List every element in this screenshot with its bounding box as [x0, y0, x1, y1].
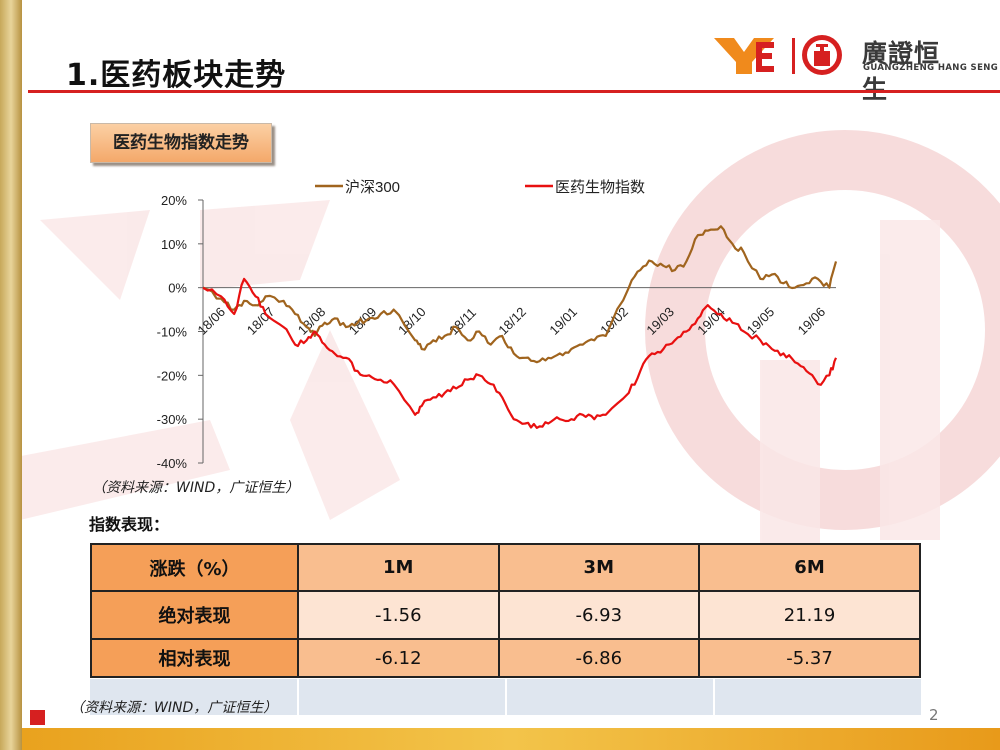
- table-row: 绝对表现 -1.56 -6.93 21.19: [90, 590, 921, 640]
- table-cell: -6.93: [497, 590, 701, 640]
- x-tick-label: 19/01: [546, 304, 580, 338]
- company-logo: 廣證恒生 GUANGZHENG HANG SENG: [712, 32, 998, 104]
- table-empty-row-divider: [505, 679, 507, 715]
- table-header-cell: 1M: [297, 543, 500, 592]
- footer-red-square: [30, 710, 45, 725]
- table-cell: -6.86: [497, 638, 701, 678]
- table-cell: -6.12: [297, 638, 500, 678]
- table-row-label: 绝对表现: [90, 590, 299, 640]
- table-cell: 21.19: [698, 590, 921, 640]
- table-row: 相对表现 -6.12 -6.86 -5.37: [90, 638, 921, 678]
- table-cell: -1.56: [297, 590, 500, 640]
- y-tick-label: -40%: [157, 456, 188, 471]
- table-empty-row-divider: [297, 679, 299, 715]
- y-tick-label: 10%: [161, 237, 187, 252]
- x-tick-label: 19/02: [597, 304, 631, 338]
- table-header-cell: 涨跌（%）: [90, 543, 299, 592]
- x-tick-label: 19/05: [744, 304, 778, 338]
- table-row-label: 相对表现: [90, 638, 299, 678]
- series-line-pharma: [202, 277, 838, 429]
- footer-bar: [22, 728, 1000, 750]
- page-number: 2: [929, 706, 939, 724]
- table-empty-row-divider: [713, 679, 715, 715]
- table-source-note: （资料来源：WIND，广证恒生）: [70, 700, 278, 716]
- x-tick-label: 18/12: [495, 304, 529, 338]
- performance-table: 涨跌（%） 1M 3M 6M 绝对表现 -1.56 -6.93 21.19 相对…: [90, 543, 921, 678]
- table-header-cell: 3M: [497, 543, 701, 592]
- legend-label: 沪深300: [345, 179, 400, 196]
- table-header-cell: 6M: [698, 543, 921, 592]
- y-tick-label: 0%: [168, 281, 187, 296]
- y-tick-label: -30%: [157, 412, 188, 427]
- title-underline: [28, 90, 1000, 93]
- y-tick-label: -20%: [157, 368, 188, 383]
- y-tick-label: 20%: [161, 193, 187, 208]
- table-cell: -5.37: [698, 638, 921, 678]
- logo-mark-icon: [714, 35, 842, 75]
- logo-english-name: GUANGZHENG HANG SENG: [863, 63, 999, 73]
- legend-label: 医药生物指数: [555, 179, 645, 196]
- y-tick-label: -10%: [157, 325, 188, 340]
- x-tick-label: 19/06: [795, 304, 829, 338]
- x-tick-label: 18/10: [395, 304, 429, 338]
- left-decorative-bar: [0, 0, 22, 750]
- logo-chinese-name: 廣證恒生: [862, 39, 941, 104]
- table-header-row: 涨跌（%） 1M 3M 6M: [90, 543, 921, 592]
- slide-title: 1.医药板块走势: [66, 58, 287, 93]
- chart-source-note: （资料来源：WIND，广证恒生）: [92, 480, 300, 496]
- x-tick-label: 19/03: [643, 304, 677, 338]
- series-line-csi300: [202, 225, 838, 364]
- chart-section-label: 医药生物指数走势: [90, 123, 272, 163]
- x-tick-label: 18/06: [195, 304, 229, 338]
- performance-title: 指数表现：: [89, 515, 170, 534]
